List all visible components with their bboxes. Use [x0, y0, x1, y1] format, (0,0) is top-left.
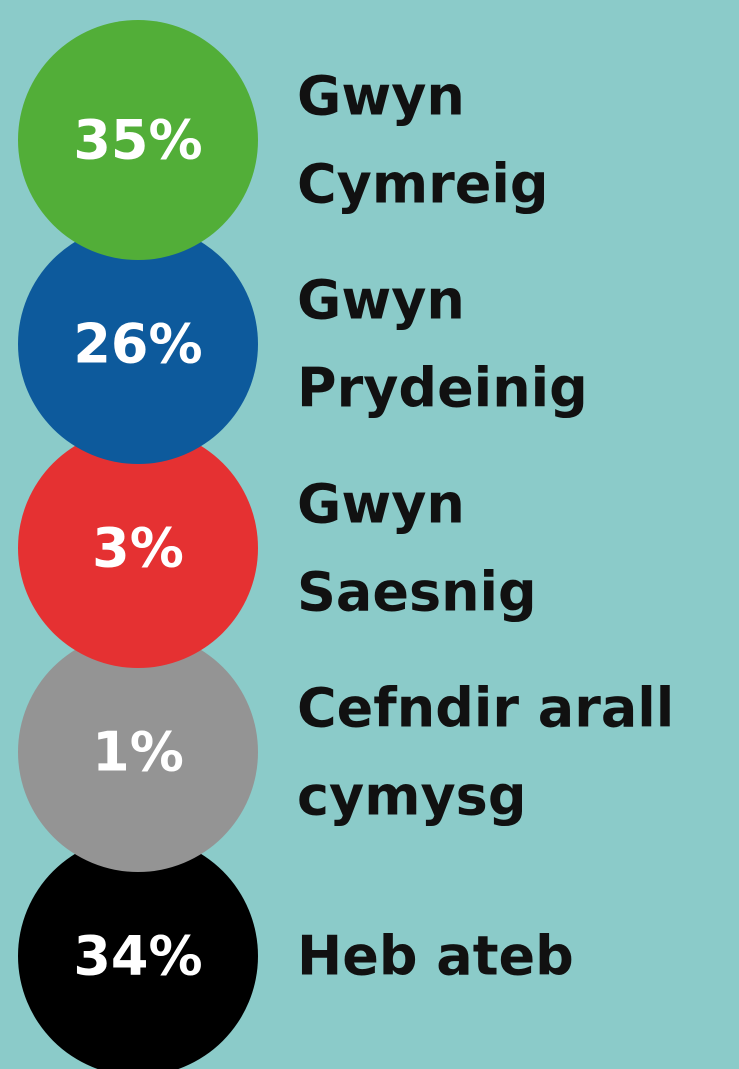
circle: [18, 20, 258, 260]
circle: [18, 632, 258, 872]
label-line: Saesnig: [297, 561, 537, 624]
percentage: 34%: [73, 925, 202, 988]
circle: [18, 836, 258, 1069]
circle: [18, 428, 258, 668]
label-line: Cefndir arall: [297, 677, 674, 740]
label-line: Gwyn: [297, 65, 465, 128]
percentage: 1%: [92, 721, 184, 784]
percentage: 3%: [92, 517, 184, 580]
circle: [18, 224, 258, 464]
percentage: 35%: [73, 109, 202, 172]
label-line: cymysg: [297, 765, 526, 828]
label-line: Cymreig: [297, 153, 549, 216]
label-line: Heb ateb: [297, 925, 574, 988]
label-line: Prydeinig: [297, 357, 588, 420]
percentage: 26%: [73, 313, 202, 376]
label-line: Gwyn: [297, 473, 465, 536]
label-line: Gwyn: [297, 269, 465, 332]
